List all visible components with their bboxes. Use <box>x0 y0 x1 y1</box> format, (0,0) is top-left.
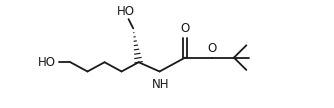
Text: HO: HO <box>117 5 135 18</box>
Text: HO: HO <box>38 56 56 69</box>
Text: O: O <box>180 21 190 35</box>
Text: O: O <box>208 42 217 55</box>
Text: NH: NH <box>152 78 169 91</box>
